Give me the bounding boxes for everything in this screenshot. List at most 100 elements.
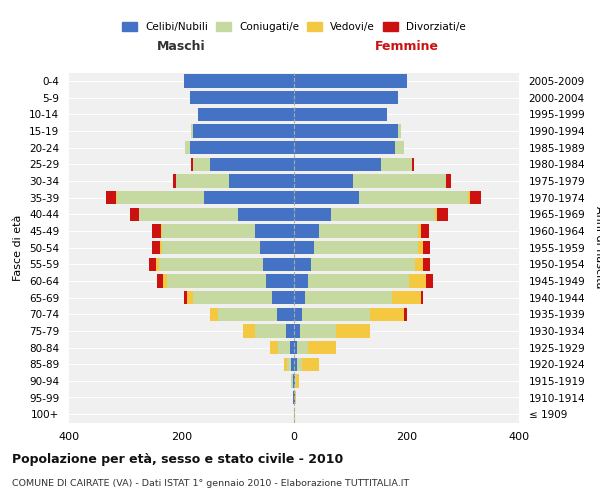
Bar [398,124,401,138]
Bar [470,191,481,204]
Bar [287,358,291,371]
Bar [160,241,162,254]
Bar [469,191,470,204]
Bar [297,358,302,371]
Bar [294,324,299,338]
Bar [294,258,311,271]
Bar [193,291,271,304]
Bar [184,291,187,304]
Bar [266,274,294,287]
Bar [294,141,395,154]
Bar [353,174,446,188]
Bar [302,358,319,371]
Bar [156,258,159,271]
Bar [294,108,387,121]
Bar [270,341,278,354]
Bar [418,241,424,254]
Bar [299,324,336,338]
Bar [294,158,381,171]
Bar [204,191,294,204]
Bar [308,341,336,354]
Bar [106,191,116,204]
Bar [424,241,430,254]
Bar [139,208,238,221]
Bar [308,274,409,287]
Bar [185,141,190,154]
Bar [176,174,229,188]
Y-axis label: Fasce di età: Fasce di età [13,214,23,280]
Bar [437,208,448,221]
Bar [294,208,331,221]
Bar [295,374,296,388]
Bar [191,158,193,171]
Bar [229,174,294,188]
Bar [294,124,398,138]
Text: Maschi: Maschi [157,40,206,53]
Bar [290,341,294,354]
Legend: Celibi/Nubili, Coniugati/e, Vedovi/e, Divorziati/e: Celibi/Nubili, Coniugati/e, Vedovi/e, Di… [118,18,470,36]
Bar [263,258,294,271]
Bar [271,291,294,304]
Bar [278,341,290,354]
Bar [305,291,392,304]
Bar [291,374,293,388]
Bar [294,358,297,371]
Bar [331,208,434,221]
Bar [294,191,359,204]
Bar [319,224,418,237]
Bar [392,291,421,304]
Bar [286,324,294,338]
Text: Popolazione per età, sesso e stato civile - 2010: Popolazione per età, sesso e stato civil… [12,452,343,466]
Bar [418,224,421,237]
Bar [294,308,302,321]
Bar [294,241,314,254]
Bar [173,174,176,188]
Bar [152,224,161,237]
Bar [193,124,294,138]
Bar [159,258,263,271]
Bar [163,274,167,287]
Bar [209,308,218,321]
Bar [193,158,209,171]
Bar [254,324,286,338]
Bar [152,241,160,254]
Bar [254,224,294,237]
Bar [190,141,294,154]
Bar [359,191,469,204]
Bar [311,258,415,271]
Bar [294,291,305,304]
Bar [446,174,451,188]
Bar [302,308,370,321]
Bar [409,274,426,287]
Bar [294,274,308,287]
Bar [297,341,308,354]
Bar [412,158,414,171]
Bar [296,374,299,388]
Bar [260,241,294,254]
Bar [218,308,277,321]
Bar [294,74,407,88]
Bar [187,291,193,304]
Bar [421,291,424,304]
Bar [190,91,294,104]
Bar [395,141,404,154]
Bar [117,191,204,204]
Bar [284,358,287,371]
Text: Femmine: Femmine [374,40,439,53]
Bar [238,208,294,221]
Bar [314,241,418,254]
Bar [294,224,319,237]
Bar [421,224,429,237]
Bar [293,374,294,388]
Bar [294,374,295,388]
Bar [199,108,294,121]
Bar [426,274,433,287]
Bar [209,158,294,171]
Text: COMUNE DI CAIRATE (VA) - Dati ISTAT 1° gennaio 2010 - Elaborazione TUTTITALIA.IT: COMUNE DI CAIRATE (VA) - Dati ISTAT 1° g… [12,479,409,488]
Bar [184,74,294,88]
Bar [294,341,297,354]
Y-axis label: Anni di nascita: Anni di nascita [593,206,600,289]
Bar [162,224,254,237]
Bar [295,391,296,404]
Bar [424,258,430,271]
